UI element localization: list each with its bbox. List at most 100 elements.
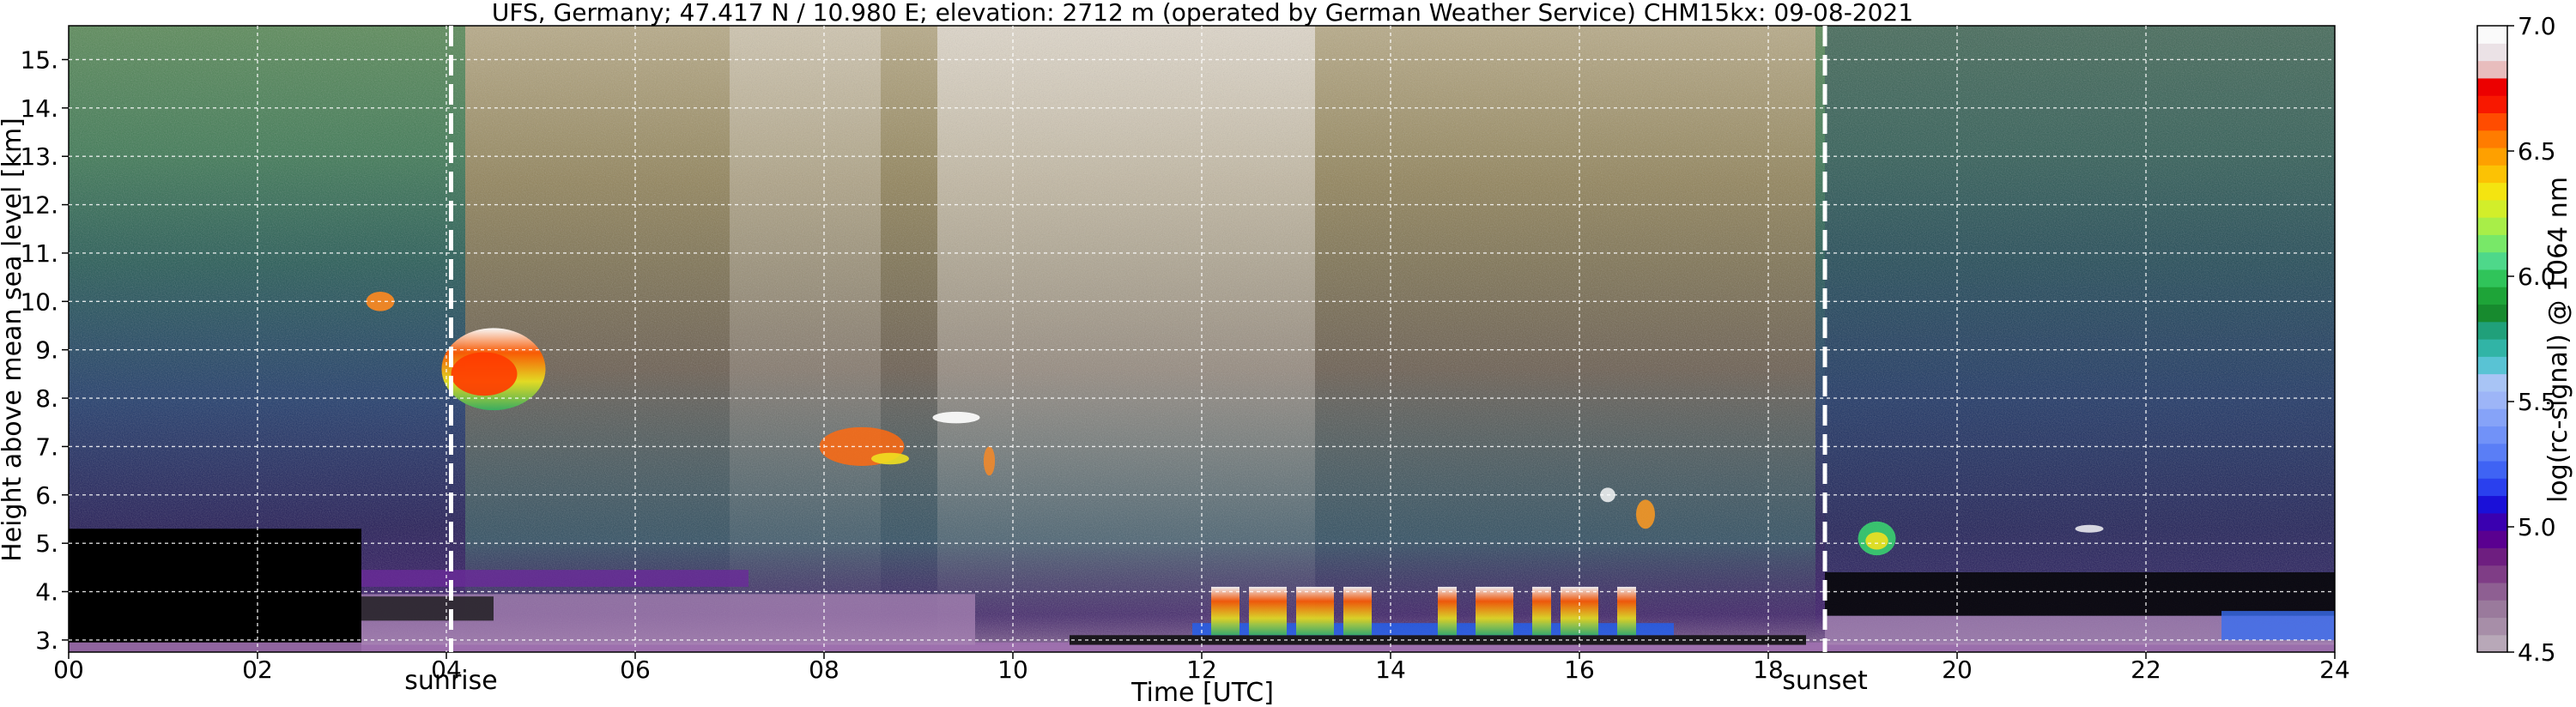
colorbar-segment [2477, 130, 2507, 148]
colorbar-tick-label: 6.5 [2518, 137, 2556, 166]
marker-label-sunrise: sunrise [404, 666, 497, 696]
colorbar-segment [2477, 530, 2507, 548]
y-tick-label: 14. [20, 94, 58, 123]
signal-noise [69, 26, 2335, 652]
convective-plume [1617, 586, 1636, 636]
x-tick-label: 10 [997, 656, 1028, 684]
cirrus-cloud [871, 452, 909, 465]
y-tick-label: 4. [35, 578, 58, 607]
x-tick-label: 24 [2319, 656, 2350, 684]
colorbar-segment [2477, 77, 2507, 96]
boundary-layer-top [361, 570, 749, 587]
y-tick-label: 13. [20, 142, 58, 171]
colorbar-segment [2477, 373, 2507, 392]
colorbar-segment [2477, 147, 2507, 166]
chart-title: UFS, Germany; 47.417 N / 10.980 E; eleva… [492, 0, 1913, 27]
y-tick-label: 5. [35, 529, 58, 558]
convective-plume [1343, 586, 1372, 636]
colorbar-segment [2477, 547, 2507, 566]
colorbar-segment [2477, 512, 2507, 531]
colorbar-segment [2477, 390, 2507, 409]
cirrus-cloud [983, 446, 996, 476]
colorbar-segment [2477, 234, 2507, 253]
y-tick-label: 3. [35, 626, 58, 655]
cirrus-cloud-core [451, 352, 518, 396]
colorbar-label: log(rc-signal) @ 1064 nm [2543, 177, 2573, 503]
colorbar-segment [2477, 478, 2507, 497]
colorbar-segment [2477, 95, 2507, 113]
x-tick-label: 04 [431, 656, 462, 684]
x-tick-label: 22 [2131, 656, 2161, 684]
colorbar-tick-label: 5.0 [2518, 513, 2556, 541]
colorbar-segment [2477, 251, 2507, 270]
x-tick-label: 00 [53, 656, 84, 684]
convective-plume [1438, 586, 1457, 636]
colorbar-segment [2477, 304, 2507, 323]
y-tick-label: 10. [20, 287, 58, 316]
colorbar-segment [2477, 182, 2507, 201]
convective-plume [1249, 586, 1287, 636]
colorbar-segment [2477, 165, 2507, 184]
mid-level-cloud-core [1865, 532, 1888, 550]
evening-black [1825, 571, 2335, 616]
colorbar-segment [2477, 43, 2507, 62]
sun-markers: sunrise sunset [404, 26, 1868, 696]
y-tick-label: 6. [35, 481, 58, 510]
colorbar-tick-label: 4.5 [2518, 638, 2556, 667]
colorbar-segment [2477, 287, 2507, 305]
colorbar-segment [2477, 269, 2507, 287]
mid-level-cloud [2075, 524, 2104, 533]
colorbar-segment [2477, 60, 2507, 79]
convective-plume [1532, 586, 1551, 636]
y-tick-label: 11. [20, 239, 58, 268]
x-axis-label: Time [UTC] [1130, 678, 1274, 707]
x-tick-label: 20 [1942, 656, 1973, 684]
colorbar-segment [2477, 426, 2507, 444]
x-tick-label: 12 [1186, 656, 1217, 684]
colorbar-segment [2477, 617, 2507, 636]
colorbar-segment [2477, 634, 2507, 653]
colorbar-segment [2477, 321, 2507, 340]
colorbar-segment [2477, 582, 2507, 601]
y-axis: 3. 4. 5. 6. 7. 8. 9. 10. 11. 12. 13. 14. 15. [20, 45, 69, 655]
colorbar-segment [2477, 26, 2507, 44]
evening-blue [2221, 611, 2335, 640]
convective-plume [1476, 586, 1513, 636]
y-axis-label: Height above mean sea level [km] [0, 118, 27, 562]
mid-level-cloud [1636, 499, 1655, 529]
colorbar-frame [2476, 25, 2508, 653]
colorbar-segment [2477, 217, 2507, 235]
y-tick-label: 12. [20, 191, 58, 220]
night-overlap-black [69, 529, 361, 652]
colorbar-segment [2477, 112, 2507, 131]
cirrus-cloud [932, 411, 980, 424]
x-tick-label: 06 [620, 656, 651, 684]
x-axis: 00 02 04 06 08 10 12 14 16 18 20 22 24 [53, 652, 2350, 684]
x-tick-label: 14 [1375, 656, 1406, 684]
x-tick-label: 08 [809, 656, 839, 684]
colorbar-segment [2477, 356, 2507, 375]
convective-plume [1211, 586, 1240, 636]
colorbar-segment [2477, 339, 2507, 357]
x-tick-label: 18 [1753, 656, 1784, 684]
colorbar-tick-label: 5.5 [2518, 388, 2556, 416]
y-tick-label: 7. [35, 432, 58, 461]
colorbar-segment [2477, 600, 2507, 619]
marker-label-sunset: sunset [1782, 666, 1868, 696]
colorbar-segment [2477, 443, 2507, 462]
colorbar-segment [2477, 495, 2507, 514]
x-tick-label: 16 [1564, 656, 1595, 684]
colorbar-segment [2477, 408, 2507, 426]
colorbar: 4.5 5.0 5.5 6.0 6.5 7.0 [2476, 12, 2556, 667]
y-tick-label: 8. [35, 384, 58, 413]
plot-area [69, 26, 2335, 652]
near-ground-layer [69, 642, 2335, 652]
y-tick-label: 9. [35, 336, 58, 365]
colorbar-tick-label: 7.0 [2518, 12, 2556, 40]
colorbar-segment [2477, 460, 2507, 479]
x-tick-label: 02 [242, 656, 273, 684]
colorbar-segment [2477, 199, 2507, 218]
colorbar-segment [2477, 565, 2507, 583]
colorbar-tick-label: 6.0 [2518, 263, 2556, 291]
